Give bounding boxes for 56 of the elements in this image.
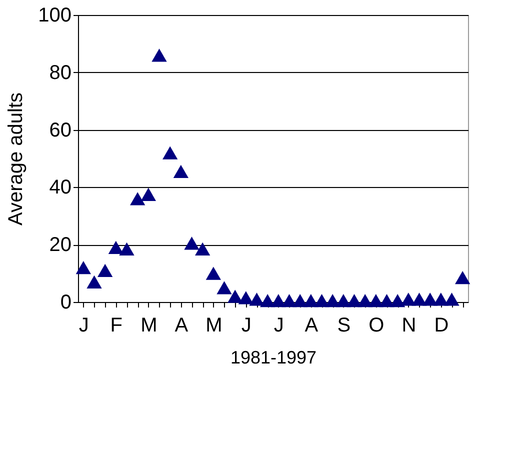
- point: [76, 260, 91, 274]
- y-tick-label: 100: [38, 4, 72, 26]
- x-tick-label: J: [241, 314, 252, 336]
- x-tick-label: A: [174, 314, 189, 336]
- point: [195, 242, 210, 256]
- point: [336, 294, 351, 308]
- point: [86, 275, 102, 288]
- x-tick-label: A: [304, 314, 319, 336]
- point: [379, 294, 394, 308]
- x-tick-label: J: [78, 314, 89, 336]
- x-tick-label: M: [140, 314, 158, 336]
- point: [314, 294, 330, 308]
- point: [444, 292, 460, 306]
- x-tick-label: F: [110, 314, 123, 336]
- x-tick-label: D: [434, 314, 449, 336]
- point: [162, 146, 178, 160]
- point: [260, 294, 276, 308]
- point: [412, 292, 427, 306]
- x-tick-label: S: [337, 314, 351, 336]
- point: [140, 188, 156, 201]
- y-tick-label: 20: [49, 234, 72, 256]
- point: [346, 294, 362, 308]
- y-tick-label: 80: [49, 62, 72, 84]
- point: [422, 292, 438, 306]
- point: [119, 242, 134, 256]
- point: [358, 294, 373, 308]
- point: [238, 291, 254, 304]
- point: [455, 271, 470, 284]
- point: [282, 294, 297, 308]
- point: [433, 292, 448, 306]
- point: [249, 292, 264, 306]
- point: [130, 192, 146, 206]
- x-tick-label: O: [368, 314, 384, 336]
- point: [400, 292, 416, 306]
- point: [152, 48, 167, 62]
- y-tick-label: 0: [60, 292, 72, 314]
- y-axis-title: Average adults: [5, 92, 28, 226]
- point: [270, 294, 286, 308]
- point: [390, 294, 406, 308]
- point: [184, 236, 200, 250]
- point: [108, 240, 124, 254]
- point: [216, 281, 232, 294]
- y-tick-label: 40: [49, 176, 72, 199]
- x-tick-label: N: [402, 314, 416, 336]
- point: [228, 290, 243, 303]
- point: [98, 264, 113, 277]
- point: [173, 164, 188, 178]
- point: [368, 294, 384, 308]
- point: [325, 294, 340, 308]
- point: [303, 294, 318, 308]
- y-tick-label: 60: [49, 119, 72, 142]
- x-axis-title: 1981-1997: [230, 348, 317, 368]
- x-tick-label: J: [274, 314, 284, 336]
- x-tick-label: M: [206, 314, 222, 336]
- point: [292, 294, 308, 308]
- point: [206, 266, 221, 280]
